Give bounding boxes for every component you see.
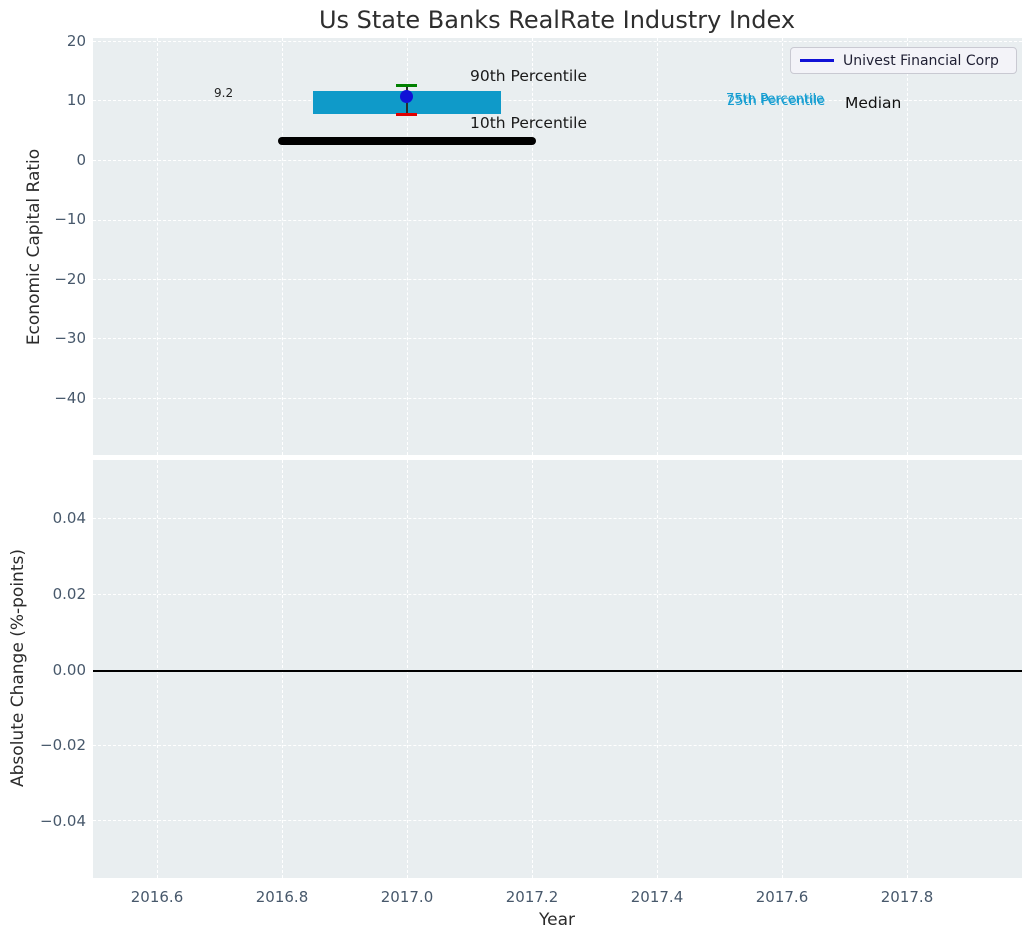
annotation-90th-percentile: 90th Percentile bbox=[470, 67, 588, 85]
p10-cap bbox=[396, 113, 417, 116]
gridline-horizontal bbox=[93, 518, 1022, 519]
gridline-horizontal bbox=[93, 220, 1022, 221]
gridline-horizontal bbox=[93, 160, 1022, 161]
gridline-horizontal bbox=[93, 398, 1022, 399]
y-axis-label-bottom: Absolute Change (%-points) bbox=[8, 549, 28, 787]
y-tick-label: 0.04 bbox=[52, 509, 86, 527]
gridline-vertical bbox=[657, 38, 658, 455]
annotation-median-value: 9.2 bbox=[214, 86, 234, 100]
gridline-vertical bbox=[282, 460, 283, 878]
y-tick-label: 10 bbox=[66, 91, 86, 109]
gridline-vertical bbox=[532, 460, 533, 878]
y-tick-label: −30 bbox=[54, 329, 86, 347]
legend: Univest Financial Corp bbox=[790, 47, 1017, 74]
company-marker bbox=[400, 90, 413, 103]
gridline-vertical bbox=[907, 38, 908, 455]
gridline-vertical bbox=[282, 38, 283, 455]
gridline-vertical bbox=[782, 38, 783, 455]
y-tick-label: 0.00 bbox=[52, 661, 86, 679]
y-tick-label: −20 bbox=[54, 270, 86, 288]
legend-label: Univest Financial Corp bbox=[843, 52, 999, 69]
y-tick-label: 0 bbox=[76, 151, 86, 169]
x-tick-label: 2017.0 bbox=[380, 888, 434, 906]
x-tick-label: 2017.4 bbox=[630, 888, 684, 906]
gridline-vertical bbox=[532, 38, 533, 455]
x-tick-label: 2017.8 bbox=[880, 888, 934, 906]
x-axis-label: Year bbox=[539, 910, 575, 930]
gridline-vertical bbox=[657, 460, 658, 878]
gridline-horizontal bbox=[93, 279, 1022, 280]
gridline-horizontal bbox=[93, 41, 1022, 42]
y-axis-label-top: Economic Capital Ratio bbox=[24, 148, 44, 346]
annotation-25th-percentile: 25th Percentile bbox=[727, 94, 826, 109]
chart-title: Us State Banks RealRate Industry Index bbox=[318, 6, 796, 34]
gridline-horizontal bbox=[93, 100, 1022, 101]
annotation-10th-percentile: 10th Percentile bbox=[470, 114, 588, 132]
y-tick-label: −0.02 bbox=[40, 736, 86, 754]
y-tick-label: 20 bbox=[66, 32, 86, 50]
y-tick-label: 0.02 bbox=[52, 585, 86, 603]
gridline-vertical bbox=[407, 460, 408, 878]
legend-line-sample bbox=[800, 59, 834, 62]
y-tick-label: −0.04 bbox=[40, 812, 86, 830]
gridline-horizontal bbox=[93, 594, 1022, 595]
gridline-horizontal bbox=[93, 820, 1022, 821]
x-tick-label: 2016.6 bbox=[130, 888, 184, 906]
x-tick-label: 2016.8 bbox=[255, 888, 309, 906]
annotation-75th-percentile: 75th Percentile bbox=[726, 92, 825, 107]
gridline-horizontal bbox=[93, 338, 1022, 339]
gridline-vertical bbox=[782, 460, 783, 878]
y-tick-label: −10 bbox=[54, 210, 86, 228]
gridline-vertical bbox=[407, 38, 408, 455]
median-line bbox=[278, 137, 536, 145]
zero-line bbox=[93, 670, 1022, 672]
annotation-median: Median bbox=[845, 94, 902, 112]
bottom-plot bbox=[93, 460, 1022, 878]
gridline-horizontal bbox=[93, 745, 1022, 746]
x-tick-label: 2017.6 bbox=[755, 888, 809, 906]
top-plot bbox=[93, 38, 1022, 455]
p90-cap bbox=[396, 84, 417, 87]
gridline-vertical bbox=[157, 460, 158, 878]
x-tick-label: 2017.2 bbox=[505, 888, 559, 906]
y-tick-label: −40 bbox=[54, 389, 86, 407]
gridline-vertical bbox=[157, 38, 158, 455]
gridline-vertical bbox=[907, 460, 908, 878]
